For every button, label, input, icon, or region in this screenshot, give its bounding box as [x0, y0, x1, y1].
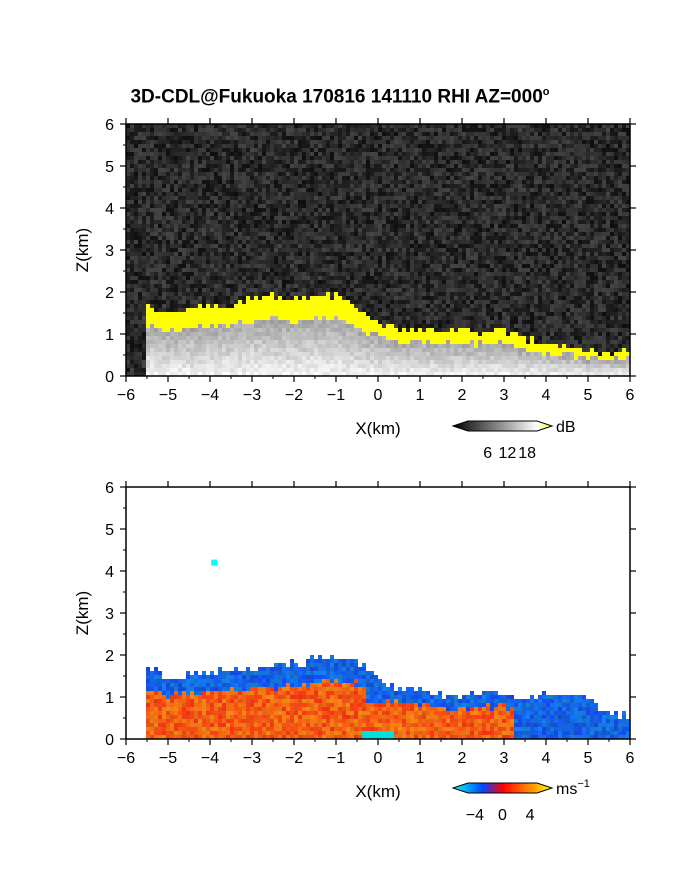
colorbar-tick-label: 0: [498, 807, 507, 824]
colorbar-unit: dB: [556, 419, 576, 436]
x-tick-label: 0: [374, 750, 383, 767]
y-tick-label: 3: [105, 243, 114, 260]
x-tick-label: 6: [626, 750, 635, 767]
xlabel: X(km): [355, 419, 400, 438]
y-tick-label: 5: [105, 159, 114, 176]
y-tick-label: 6: [105, 117, 114, 134]
x-tick-label: −4: [201, 387, 219, 404]
y-tick-label: 2: [105, 648, 114, 665]
isolated-echo: [211, 559, 218, 566]
x-tick: −3: [243, 481, 261, 767]
x-tick-label: −6: [117, 750, 135, 767]
x-tick-label: 2: [458, 750, 467, 767]
ylabel: Z(km): [73, 591, 92, 635]
xlabel: X(km): [355, 782, 400, 801]
echo-region-reflectivity: [146, 292, 630, 376]
colorbar-tick-label: 18: [518, 445, 536, 462]
x-tick-label: −2: [285, 750, 303, 767]
y-tick-label: 3: [105, 606, 114, 623]
x-tick-label: 0: [374, 387, 383, 404]
x-tick-label: 3: [500, 750, 509, 767]
x-tick-label: 5: [584, 387, 593, 404]
y-tick-label: 1: [105, 327, 114, 344]
axes-reflectivity: −6 −5 −4 −3 −2 −1 0 1 2 3 4 5 6 0 1 2 3 4 5 6: [105, 117, 636, 404]
ylabel: Z(km): [73, 228, 92, 272]
colorbar-unit: ms−1: [556, 778, 590, 798]
colorbar-reflectivity: dB 6 12 18: [451, 419, 576, 462]
noise-field: [126, 124, 630, 376]
x-tick-label: −1: [327, 387, 345, 404]
echo-region-velocity: [146, 559, 630, 739]
x-tick-label: −1: [327, 750, 345, 767]
axes-velocity: −6 −5 −4 −3 −2 −1 0 1 2 3 4 5 6 0 1 2 3 4 5 6: [105, 480, 636, 767]
colorbar-tick-label: 4: [526, 807, 535, 824]
colorbar-velocity: ms−1 −4 0 4: [451, 778, 590, 824]
y-tick-label: 1: [105, 690, 114, 707]
x-tick-label: −2: [285, 387, 303, 404]
colorbar-ticks: −4 0 4: [466, 807, 535, 824]
x-tick-label: −3: [243, 387, 261, 404]
x-tick-label: 4: [542, 387, 551, 404]
x-tick-label: 5: [584, 750, 593, 767]
y-tick-label: 4: [105, 564, 114, 581]
panel-velocity: −6 −5 −4 −3 −2 −1 0 1 2 3 4 5 6 0 1 2 3 4 5 6 X(km) Z(km) m…: [73, 480, 636, 824]
x-tick-label: −5: [159, 387, 177, 404]
x-tick-label: 3: [500, 387, 509, 404]
x-tick-label: −5: [159, 750, 177, 767]
x-tick-label: −3: [243, 750, 261, 767]
colorbar-tick-label: 12: [499, 445, 517, 462]
colorbar-tick-label: −4: [466, 807, 484, 824]
y-tick-label: 5: [105, 522, 114, 539]
x-tick-label: 6: [626, 387, 635, 404]
chart-title: 3D-CDL@Fukuoka 170816 141110 RHI AZ=000o: [130, 86, 550, 108]
x-tick-label: 1: [416, 750, 425, 767]
colorbar-ticks: 6 12 18: [483, 445, 536, 462]
colorbar-tick-label: 6: [483, 445, 492, 462]
y-tick-label: 6: [105, 480, 114, 497]
y-tick-label: 2: [105, 285, 114, 302]
x-tick-label: 2: [458, 387, 467, 404]
y-tick-label: 0: [105, 369, 114, 386]
x-tick-label: −4: [201, 750, 219, 767]
x-tick-label: −6: [117, 387, 135, 404]
x-tick-label: 1: [416, 387, 425, 404]
x-tick-label: 4: [542, 750, 551, 767]
y-tick-label: 0: [105, 732, 114, 749]
y-tick-label: 4: [105, 201, 114, 218]
